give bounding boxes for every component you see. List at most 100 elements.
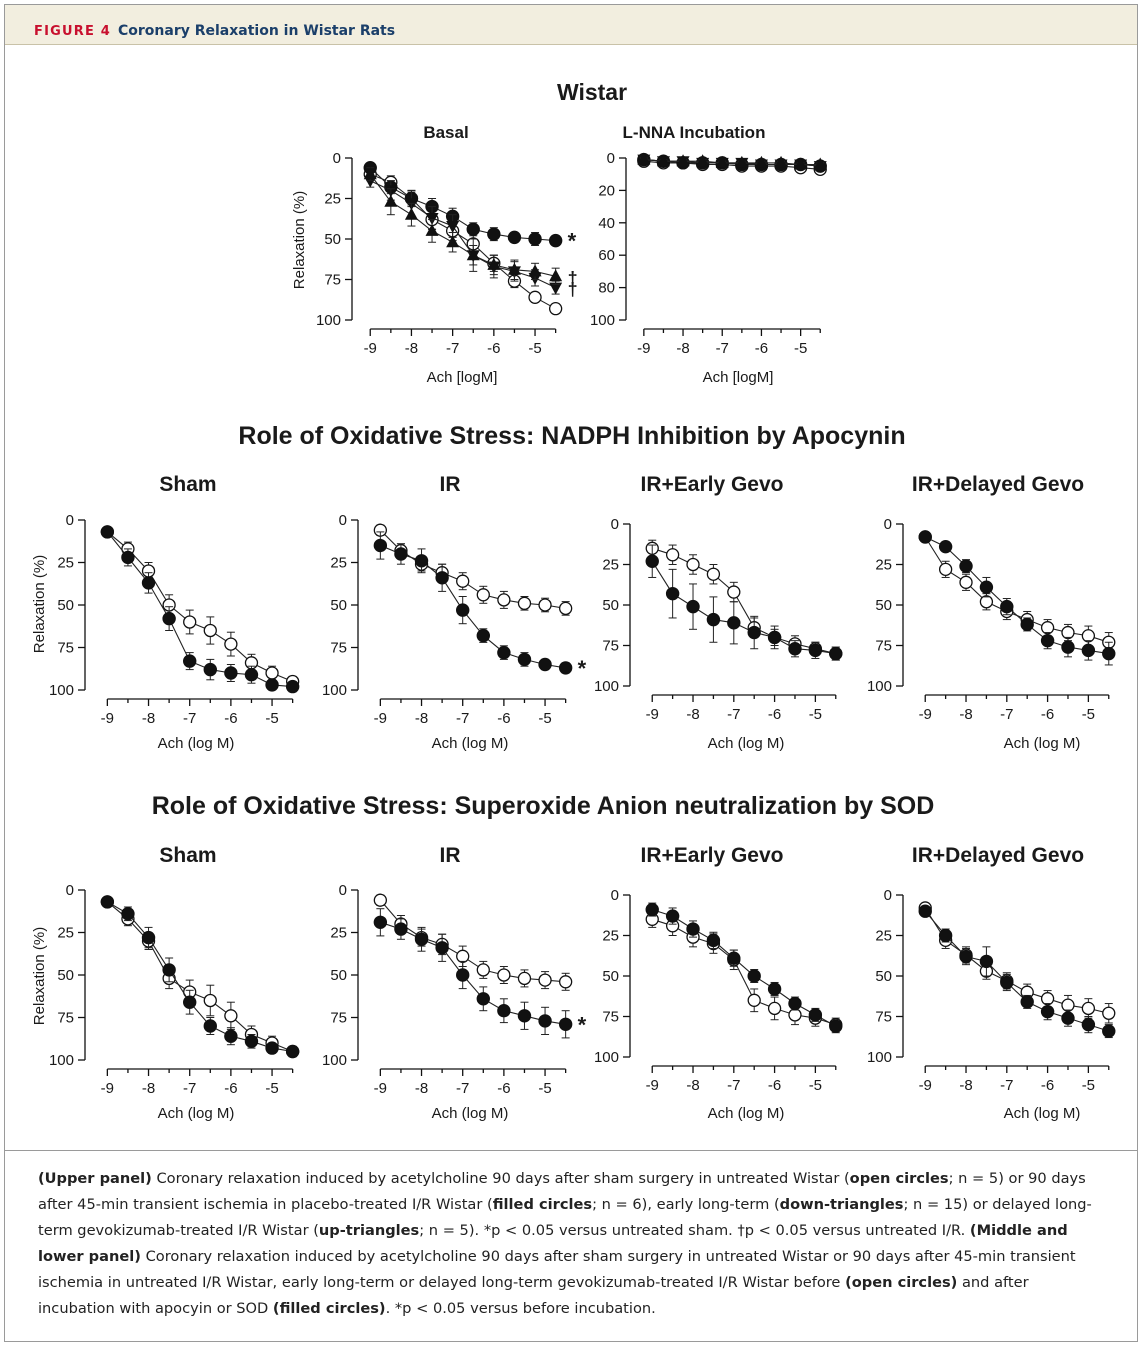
x-tick-label: -7 [1000, 706, 1013, 723]
data-point-up-triangle [528, 264, 542, 277]
data-point-filled-circle [141, 930, 156, 945]
data-point-open-circle [727, 585, 741, 599]
data-point-filled-circle [706, 933, 721, 948]
y-tick-label: 100 [594, 1049, 619, 1066]
data-point-filled-circle [373, 915, 388, 929]
data-point-filled-circle [665, 586, 680, 601]
data-point-open-circle [497, 593, 511, 607]
y-tick-label: 25 [875, 557, 892, 574]
caption-text: ; n = 5) or 90 days after 45-min transie… [38, 1170, 1086, 1213]
series-line [380, 529, 566, 609]
chart-6: Sham 0 25 50 75 100 -9 -8 -7 -6 -5 Ach (log M) Relax… [31, 844, 300, 1122]
chart-2: Sham 0 25 50 75 100 -9 -8 -7 -6 -5 Ach (log M) Relax… [31, 473, 300, 752]
y-tick-label: 0 [66, 512, 74, 529]
data-point-open-circle [979, 595, 994, 609]
y-tick-label: 25 [875, 928, 892, 945]
data-point-filled-circle [747, 969, 761, 983]
series-line [369, 173, 556, 277]
data-point-filled-circle [507, 230, 522, 245]
data-point-filled-circle [476, 992, 490, 1006]
caption-text: ; n = 5). *p < 0.05 versus untreated sha… [419, 1222, 970, 1239]
data-point-up-triangle [446, 235, 460, 248]
data-point-up-triangle [696, 154, 710, 167]
series-up-triangle [637, 152, 827, 170]
series-filled-circle [100, 525, 300, 694]
data-point-filled-circle [727, 616, 741, 630]
caption-text: and after incubation with apocyin or SOD [38, 1274, 1029, 1317]
x-tick-label: -5 [1082, 706, 1095, 723]
data-point-filled-circle [727, 951, 741, 965]
series-filled-circle [100, 895, 300, 1059]
data-point-filled-circle [938, 928, 953, 943]
data-point-filled-circle [1102, 646, 1116, 661]
data-point-open-circle [558, 601, 573, 616]
data-point-open-circle [548, 302, 563, 316]
y-tick-label: 0 [333, 150, 341, 167]
y-axis-label: Relaxation (%) [31, 927, 48, 1025]
x-tick-label: -9 [646, 1077, 659, 1094]
chart-0: Basal 0 25 50 75 100 -9 -8 -7 -6 -5 Ach [logM] Relax… [291, 123, 578, 386]
x-tick-label: -6 [487, 340, 500, 357]
x-axis-label: Ach [logM] [703, 369, 774, 386]
x-axis-label: Ach (log M) [1004, 1105, 1081, 1122]
y-tick-label: 50 [330, 597, 347, 614]
data-point-filled-circle [558, 661, 573, 675]
data-point-filled-circle [808, 643, 823, 658]
chart-title: IR+Delayed Gevo [912, 844, 1084, 867]
data-point-filled-circle [203, 662, 217, 677]
data-point-open-circle [476, 963, 490, 977]
data-point-up-triangle [404, 207, 418, 220]
data-point-open-circle [456, 574, 470, 588]
data-point-filled-circle [959, 559, 973, 573]
data-point-filled-circle [686, 922, 700, 936]
y-tick-label: 50 [602, 597, 619, 614]
significance-marker: * [568, 229, 577, 254]
data-point-filled-circle [497, 645, 511, 660]
data-point-open-circle [767, 1001, 782, 1016]
x-tick-label: -8 [142, 710, 155, 727]
y-tick-label: 25 [330, 925, 347, 942]
data-point-filled-circle [244, 1034, 259, 1049]
section-title-wistar: Wistar [557, 79, 627, 105]
y-tick-label: 0 [66, 882, 74, 899]
data-point-open-circle [1061, 625, 1075, 640]
data-point-filled-circle [645, 902, 659, 917]
data-point-filled-circle [665, 909, 680, 923]
x-tick-label: -6 [224, 1080, 237, 1097]
x-axis-label: Ach (log M) [708, 735, 785, 752]
data-point-filled-circle [476, 628, 490, 643]
data-point-filled-circle [538, 1014, 552, 1028]
x-axis-label: Ach (log M) [708, 1105, 785, 1122]
data-point-filled-circle [548, 233, 563, 248]
data-point-filled-circle [808, 1008, 823, 1022]
x-tick-label: -6 [768, 1077, 781, 1094]
data-point-open-circle [1081, 629, 1096, 643]
y-tick-label: 0 [884, 516, 892, 533]
x-tick-label: -5 [794, 340, 807, 357]
data-point-up-triangle [794, 157, 808, 170]
data-point-open-circle [1040, 621, 1055, 635]
data-point-up-triangle [425, 223, 439, 236]
figure-caption: (Upper panel) Coronary relaxation induce… [38, 1166, 1106, 1322]
y-tick-label: 20 [598, 182, 615, 199]
data-point-open-circle [938, 562, 953, 577]
x-axis-label: Ach [logM] [427, 369, 498, 386]
data-point-filled-circle [394, 547, 408, 561]
x-tick-label: -9 [374, 710, 387, 727]
data-point-filled-circle [918, 530, 932, 544]
x-tick-label: -5 [265, 1080, 278, 1097]
caption-emphasis: up-triangles [318, 1222, 420, 1239]
data-point-open-circle [497, 968, 511, 982]
y-tick-label: 50 [875, 968, 892, 985]
data-point-up-triangle [384, 194, 398, 207]
chart-title: L-NNA Incubation [623, 123, 766, 142]
x-tick-label: -9 [646, 706, 659, 723]
data-point-open-circle [788, 1008, 802, 1022]
chart-title: IR [440, 844, 461, 867]
data-point-filled-circle [558, 1017, 573, 1032]
data-point-open-circle [224, 637, 238, 651]
chart-7: IR 0 25 50 75 100 -9 -8 -7 -6 -5 Ach (log M) * [322, 844, 587, 1122]
caption-divider [4, 1150, 1138, 1151]
data-point-up-triangle [735, 155, 749, 168]
